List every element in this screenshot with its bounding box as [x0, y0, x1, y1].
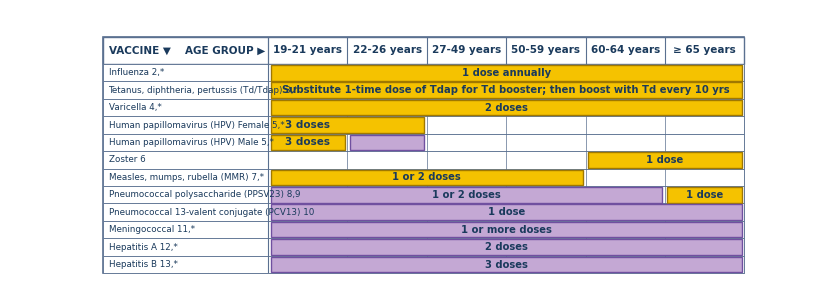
Text: 2 doses: 2 doses [485, 103, 528, 113]
Text: 1 or 2 doses: 1 or 2 doses [393, 172, 461, 182]
Text: 50-59 years: 50-59 years [511, 45, 581, 56]
FancyBboxPatch shape [103, 116, 744, 134]
Text: 2 doses: 2 doses [485, 242, 528, 252]
FancyBboxPatch shape [103, 64, 744, 81]
FancyBboxPatch shape [103, 134, 744, 151]
FancyBboxPatch shape [103, 99, 744, 116]
FancyBboxPatch shape [270, 169, 583, 185]
FancyBboxPatch shape [270, 187, 662, 203]
FancyBboxPatch shape [270, 117, 424, 133]
Text: Human papillomavirus (HPV) Female 5,*: Human papillomavirus (HPV) Female 5,* [108, 121, 284, 130]
Text: Substitute 1-time dose of Tdap for Td booster; then boost with Td every 10 yrs: Substitute 1-time dose of Tdap for Td bo… [282, 85, 730, 95]
Text: Human papillomavirus (HPV) Male 5,*: Human papillomavirus (HPV) Male 5,* [108, 138, 274, 147]
FancyBboxPatch shape [103, 151, 744, 169]
FancyBboxPatch shape [667, 187, 742, 203]
FancyBboxPatch shape [270, 65, 742, 80]
FancyBboxPatch shape [103, 169, 744, 186]
FancyBboxPatch shape [103, 256, 744, 273]
Text: 19-21 years: 19-21 years [273, 45, 342, 56]
Text: Pneumococcal 13-valent conjugate (PCV13) 10: Pneumococcal 13-valent conjugate (PCV13)… [108, 208, 314, 217]
Text: 1 dose: 1 dose [647, 155, 684, 165]
Text: ≥ 65 years: ≥ 65 years [673, 45, 736, 56]
FancyBboxPatch shape [103, 37, 744, 273]
Text: AGE GROUP ▶: AGE GROUP ▶ [184, 45, 265, 56]
Text: Tetanus, diphtheria, pertussis (Td/Tdap) 3,*: Tetanus, diphtheria, pertussis (Td/Tdap)… [108, 86, 299, 95]
Text: Meningococcal 11,*: Meningococcal 11,* [108, 225, 194, 234]
Text: 1 dose annually: 1 dose annually [461, 68, 551, 78]
Text: 27-49 years: 27-49 years [432, 45, 501, 56]
FancyBboxPatch shape [270, 222, 742, 237]
Text: 1 dose: 1 dose [488, 207, 525, 217]
Text: 22-26 years: 22-26 years [352, 45, 422, 56]
Text: Zoster 6: Zoster 6 [108, 155, 145, 165]
FancyBboxPatch shape [270, 135, 345, 150]
FancyBboxPatch shape [270, 82, 742, 98]
Text: VACCINE ▼: VACCINE ▼ [108, 45, 170, 56]
FancyBboxPatch shape [270, 100, 742, 115]
Text: 1 or more doses: 1 or more doses [461, 225, 552, 235]
Text: 3 doses: 3 doses [485, 259, 528, 270]
FancyBboxPatch shape [103, 37, 744, 64]
Text: 1 or 2 doses: 1 or 2 doses [433, 190, 501, 200]
Text: 3 doses: 3 doses [285, 138, 330, 147]
Text: 3 doses: 3 doses [285, 120, 330, 130]
FancyBboxPatch shape [103, 186, 744, 204]
FancyBboxPatch shape [103, 238, 744, 256]
FancyBboxPatch shape [588, 152, 742, 168]
FancyBboxPatch shape [103, 81, 744, 99]
FancyBboxPatch shape [270, 257, 742, 272]
Text: Measles, mumps, rubella (MMR) 7,*: Measles, mumps, rubella (MMR) 7,* [108, 173, 264, 182]
Text: Pneumococcal polysaccharide (PPSV23) 8,9: Pneumococcal polysaccharide (PPSV23) 8,9 [108, 190, 300, 199]
FancyBboxPatch shape [103, 204, 744, 221]
FancyBboxPatch shape [270, 204, 742, 220]
Text: Hepatitis B 13,*: Hepatitis B 13,* [108, 260, 178, 269]
Text: Hepatitis A 12,*: Hepatitis A 12,* [108, 243, 177, 251]
FancyBboxPatch shape [103, 221, 744, 238]
FancyBboxPatch shape [270, 239, 742, 255]
Text: Varicella 4,*: Varicella 4,* [108, 103, 161, 112]
Text: 60-64 years: 60-64 years [590, 45, 660, 56]
Text: Influenza 2,*: Influenza 2,* [108, 68, 164, 77]
FancyBboxPatch shape [350, 135, 424, 150]
Text: 1 dose: 1 dose [686, 190, 724, 200]
